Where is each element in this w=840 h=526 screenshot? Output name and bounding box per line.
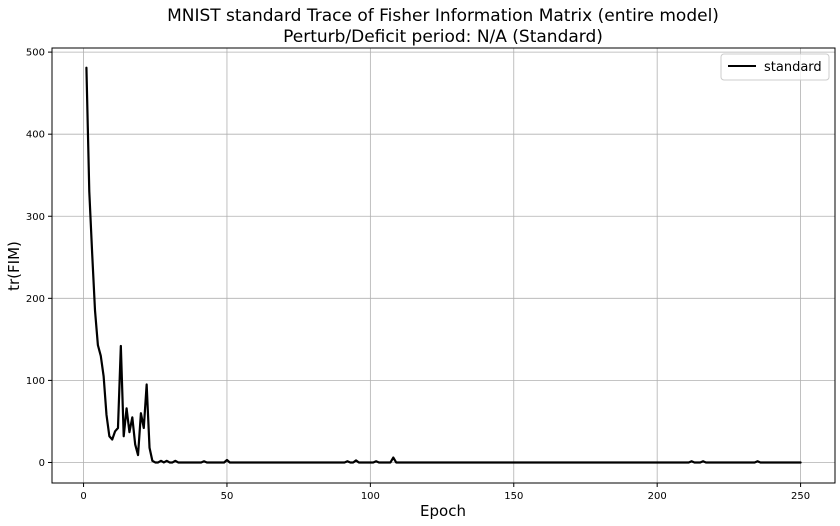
x-tick-label-150: 150 bbox=[504, 491, 523, 502]
axis-ticks: 0 50 100 150 200 250 0 100 200 300 400 500 bbox=[26, 48, 810, 502]
x-axis-label: Epoch bbox=[420, 502, 466, 520]
x-tick-label-250: 250 bbox=[791, 491, 810, 502]
x-tick-label-200: 200 bbox=[648, 491, 667, 502]
chart-title: MNIST standard Trace of Fisher Informati… bbox=[167, 6, 719, 26]
y-tick-label-200: 200 bbox=[26, 294, 45, 305]
x-tick-label-100: 100 bbox=[361, 491, 380, 502]
y-tick-label-400: 400 bbox=[26, 130, 45, 141]
x-tick-label-50: 50 bbox=[221, 491, 234, 502]
chart-subtitle: Perturb/Deficit period: N/A (Standard) bbox=[283, 27, 603, 47]
y-tick-label-0: 0 bbox=[39, 458, 45, 469]
y-tick-label-100: 100 bbox=[26, 376, 45, 387]
y-axis-label: tr(FIM) bbox=[5, 241, 23, 291]
y-tick-label-500: 500 bbox=[26, 48, 45, 59]
legend: standard bbox=[720, 53, 830, 81]
y-tick-label-300: 300 bbox=[26, 212, 45, 223]
plot-area-frame bbox=[51, 47, 836, 484]
legend-label-standard: standard bbox=[764, 60, 822, 75]
series-line-standard bbox=[85, 66, 802, 464]
x-tick-label-0: 0 bbox=[80, 491, 86, 502]
series-layer bbox=[85, 66, 802, 464]
legend-box bbox=[720, 53, 830, 81]
